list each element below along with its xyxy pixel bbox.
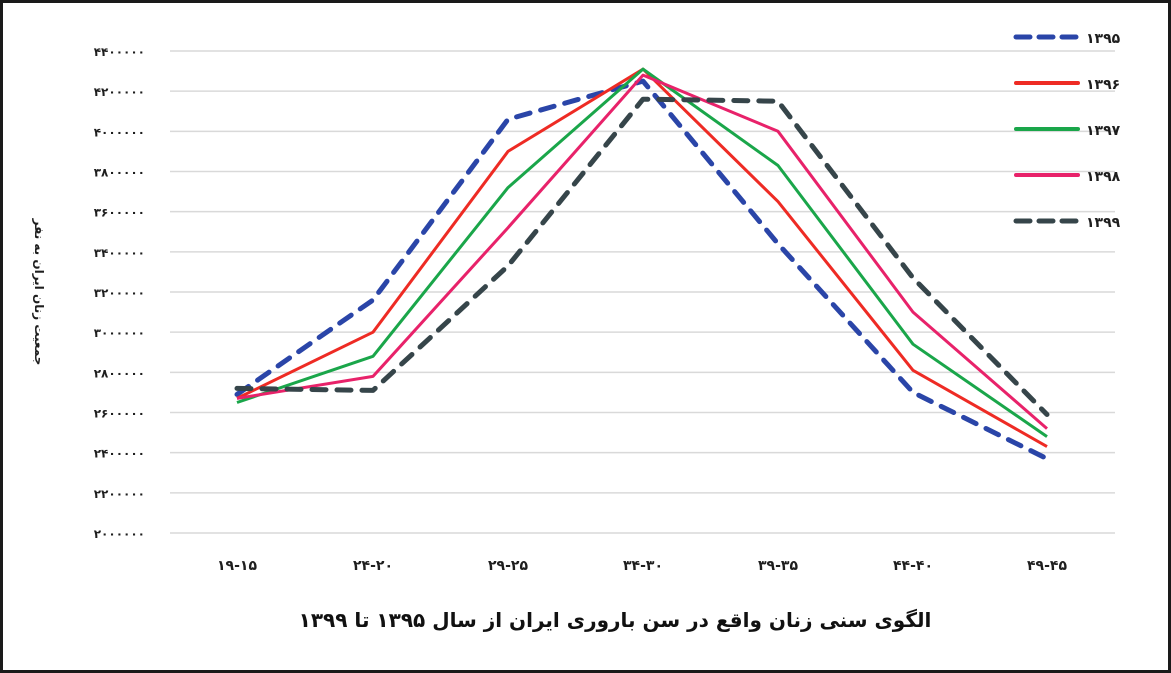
x-tick-label: ۲۴-۲۰ xyxy=(353,558,393,574)
legend-label: ۱۳۹۹ xyxy=(1086,215,1121,231)
legend-label: ۱۳۹۵ xyxy=(1086,31,1121,47)
series-line xyxy=(234,78,1050,462)
y-tick-label: ۳۸۰۰۰۰۰ xyxy=(94,166,145,180)
x-tick-label: ۲۹-۲۵ xyxy=(488,558,528,574)
y-tick-label: ۲۸۰۰۰۰۰ xyxy=(94,366,145,380)
y-tick-label: ۴۰۰۰۰۰۰ xyxy=(94,125,145,139)
gridlines xyxy=(170,50,1115,534)
series-line xyxy=(236,73,1048,430)
y-tick-label: ۲۴۰۰۰۰۰ xyxy=(94,447,145,461)
series-line xyxy=(234,96,1050,417)
x-tick-label: ۴۹-۴۵ xyxy=(1027,558,1067,574)
y-tick-label: ۳۴۰۰۰۰۰ xyxy=(94,246,145,260)
x-tick-label: ۳۹-۳۵ xyxy=(758,558,798,574)
y-tick-label: ۳۰۰۰۰۰۰ xyxy=(94,326,145,340)
y-tick-label: ۲۶۰۰۰۰۰ xyxy=(94,407,145,421)
legend-label: ۱۳۹۷ xyxy=(1086,123,1121,139)
y-tick-label: ۴۴۰۰۰۰۰ xyxy=(94,45,145,59)
y-tick-label: ۳۶۰۰۰۰۰ xyxy=(94,206,145,220)
x-tick-label: ۳۴-۳۰ xyxy=(623,558,663,574)
x-axis-ticks: ۱۹-۱۵ ۲۴-۲۰ ۲۹-۲۵ ۳۴-۳۰ ۳۹-۳۵ ۴۴-۴۰ ۴۹-۴۵ xyxy=(217,558,1067,574)
y-tick-label: ۲۰۰۰۰۰۰ xyxy=(94,527,145,541)
legend-label: ۱۳۹۶ xyxy=(1086,77,1120,93)
y-axis-label: جمعیت زنان ایران به نفر xyxy=(32,218,46,366)
y-tick-label: ۴۲۰۰۰۰۰ xyxy=(94,85,145,99)
legend: ۱۳۹۵ ۱۳۹۶ ۱۳۹۷ ۱۳۹۸ ۱۳۹۹ xyxy=(1013,31,1121,231)
series-line xyxy=(236,67,1048,438)
x-tick-label: ۴۴-۴۰ xyxy=(893,558,933,574)
x-tick-label: ۱۹-۱۵ xyxy=(217,558,257,574)
series-line xyxy=(236,67,1048,448)
chart-title: الگوی سنی زنان واقع در سن باروری ایران ا… xyxy=(299,608,932,632)
y-axis-ticks: ۲۰۰۰۰۰۰ ۲۲۰۰۰۰۰ ۲۴۰۰۰۰۰ ۲۶۰۰۰۰۰ ۲۸۰۰۰۰۰ ۳۰۰۰۰… xyxy=(94,45,145,541)
y-tick-label: ۲۲۰۰۰۰۰ xyxy=(94,487,145,501)
data-series xyxy=(234,67,1050,462)
legend-label: ۱۳۹۸ xyxy=(1086,169,1121,185)
y-tick-label: ۳۲۰۰۰۰۰ xyxy=(94,286,145,300)
